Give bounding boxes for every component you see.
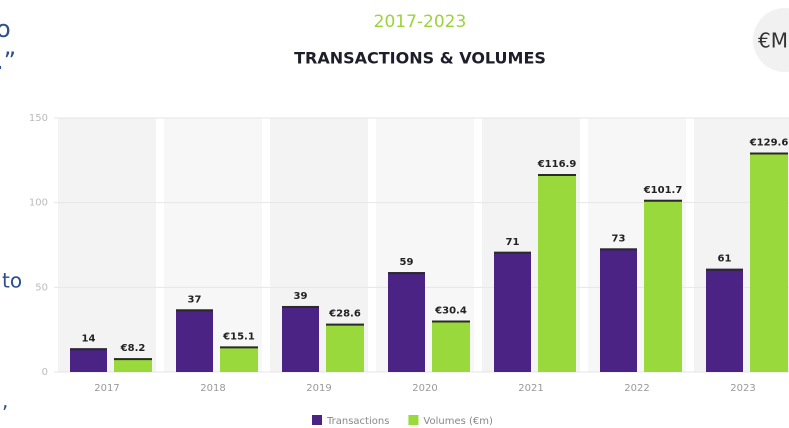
legend-swatch [408, 415, 419, 425]
data-label: €116.9 [537, 159, 577, 170]
data-label: €129.6 [749, 138, 789, 149]
side-text: to [2, 269, 22, 293]
x-tick-label: 2017 [94, 383, 119, 394]
bar [176, 309, 213, 372]
side-text: o [0, 15, 11, 43]
x-tick-label: 2023 [730, 383, 755, 394]
bar [114, 358, 152, 372]
bar [70, 348, 107, 372]
bar [282, 305, 319, 372]
badge-circle [753, 8, 789, 72]
bar [388, 272, 425, 372]
bar [538, 174, 576, 372]
data-label: 73 [612, 233, 626, 244]
x-tick-label: 2021 [518, 383, 543, 394]
bar [706, 268, 743, 372]
legend-label: Volumes (€m) [423, 416, 493, 427]
side-text: , [2, 389, 8, 413]
x-tick-label: 2020 [412, 383, 437, 394]
legend-swatch [312, 415, 322, 425]
data-label: €8.2 [120, 343, 146, 354]
side-text: .” [0, 47, 16, 75]
y-tick-label: 50 [35, 282, 48, 293]
bar [644, 199, 682, 372]
chart-title: 2017-2023 [374, 12, 467, 32]
data-label: 37 [188, 294, 202, 305]
data-label: 14 [82, 333, 96, 344]
chart-subtitle: TRANSACTIONS & VOLUMES [294, 49, 546, 68]
bar [326, 323, 364, 372]
bar [600, 248, 637, 372]
data-label: €101.7 [643, 185, 683, 196]
data-label: 59 [400, 257, 414, 268]
bar [432, 320, 470, 372]
badge: €M [758, 29, 788, 53]
data-label: €15.1 [222, 331, 255, 342]
x-tick-label: 2018 [200, 383, 225, 394]
data-label: €28.6 [328, 309, 361, 320]
column-band [58, 118, 156, 372]
bar [220, 346, 258, 372]
data-label: 71 [506, 237, 520, 248]
y-tick-label: 0 [42, 367, 48, 378]
y-tick-label: 100 [29, 198, 48, 209]
x-tick-label: 2022 [624, 383, 649, 394]
data-label: 39 [294, 291, 308, 302]
y-tick-label: 150 [29, 113, 48, 124]
bar [750, 152, 788, 372]
data-label: €30.4 [434, 306, 467, 317]
data-label: 61 [718, 254, 732, 265]
legend-label: Transactions [326, 416, 389, 427]
bar [494, 251, 531, 372]
x-tick-label: 2019 [306, 383, 331, 394]
